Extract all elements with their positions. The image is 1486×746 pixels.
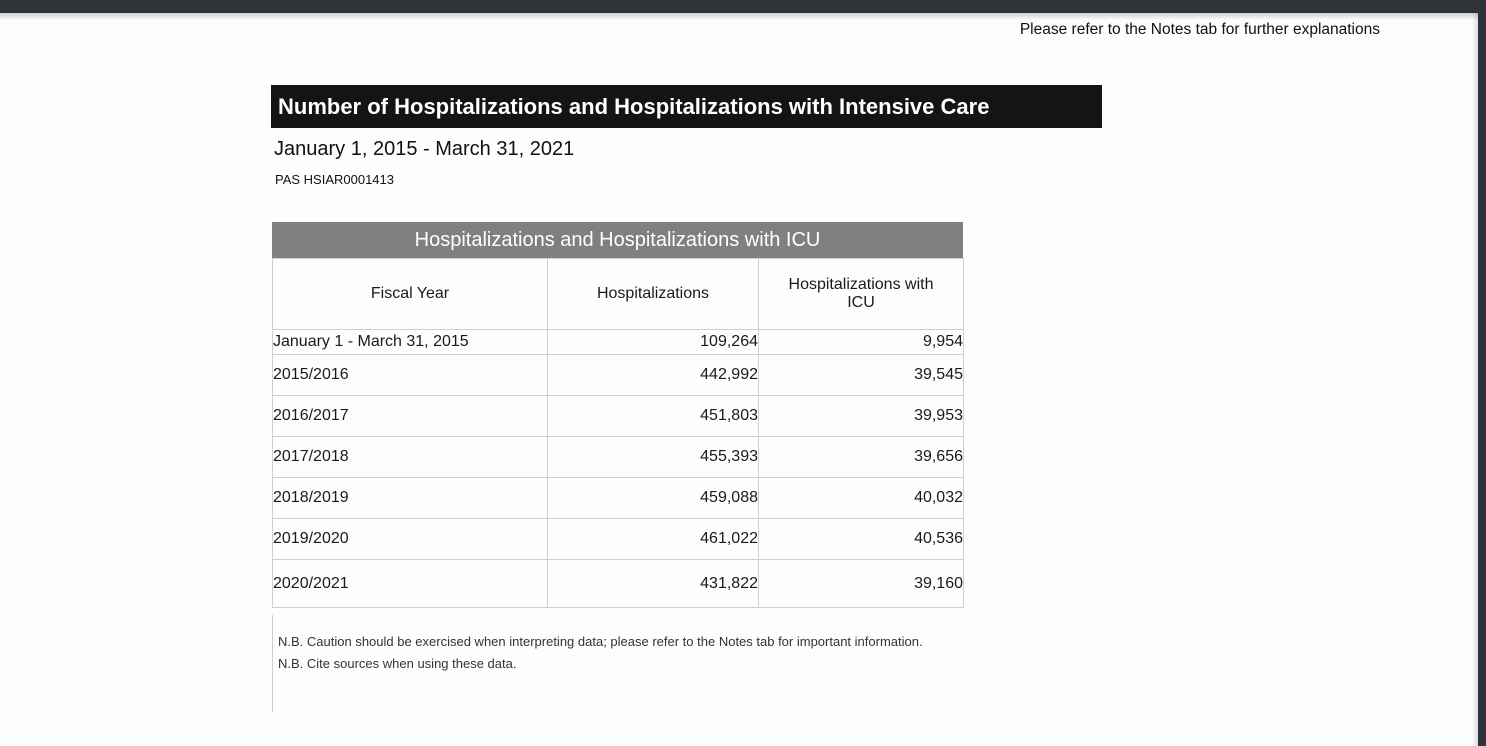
value-cell: 455,393 [547, 436, 759, 478]
fiscal-year-cell: 2015/2016 [272, 354, 548, 396]
table-row: 2019/2020 461,022 40,536 [272, 518, 964, 560]
fiscal-year-cell: 2018/2019 [272, 477, 548, 519]
report-title: Number of Hospitalizations and Hospitali… [271, 85, 1102, 128]
fiscal-year-cell: 2020/2021 [272, 559, 548, 608]
value-cell: 461,022 [547, 518, 759, 560]
fiscal-year-cell: January 1 - March 31, 2015 [272, 329, 548, 355]
value-cell: 39,545 [758, 354, 964, 396]
report-date-range: January 1, 2015 - March 31, 2021 [274, 138, 575, 160]
column-header-fiscal-year: Fiscal Year [272, 258, 548, 330]
window-right-edge [1478, 13, 1486, 746]
fiscal-year-cell: 2016/2017 [272, 395, 548, 437]
value-cell: 9,954 [758, 329, 964, 355]
value-cell: 40,536 [758, 518, 964, 560]
value-cell: 442,992 [547, 354, 759, 396]
notes-tab-hint: Please refer to the Notes tab for furthe… [1019, 21, 1380, 38]
value-cell: 39,953 [758, 395, 964, 437]
value-cell: 39,160 [758, 559, 964, 608]
footnote-cite: N.B. Cite sources when using these data. [278, 656, 517, 671]
table-row: 2018/2019 459,088 40,032 [272, 477, 964, 519]
table-row: 2016/2017 451,803 39,953 [272, 395, 964, 437]
table-row: 2017/2018 455,393 39,656 [272, 436, 964, 478]
table-header-row: Fiscal Year Hospitalizations Hospitaliza… [272, 258, 964, 330]
right-edge-shadow [1472, 13, 1478, 746]
table-row: 2020/2021 431,822 39,160 [272, 559, 964, 608]
value-cell: 431,822 [547, 559, 759, 608]
window-top-bar [0, 0, 1486, 13]
column-header-hospitalizations: Hospitalizations [547, 258, 759, 330]
value-cell: 39,656 [758, 436, 964, 478]
value-cell: 109,264 [547, 329, 759, 355]
table-body: January 1 - March 31, 2015 109,264 9,954 20… [272, 329, 964, 608]
column-header-hospitalizations-icu: Hospitalizations with ICU [758, 258, 964, 330]
footnote-caution: N.B. Caution should be exercised when in… [278, 634, 923, 649]
value-cell: 451,803 [547, 395, 759, 437]
fiscal-year-cell: 2019/2020 [272, 518, 548, 560]
value-cell: 40,032 [758, 477, 964, 519]
table-row: January 1 - March 31, 2015 109,264 9,954 [272, 329, 964, 355]
table-title: Hospitalizations and Hospitalizations wi… [272, 222, 963, 258]
value-cell: 459,088 [547, 477, 759, 519]
footnotes: N.B. Caution should be exercised when in… [272, 615, 964, 712]
fiscal-year-cell: 2017/2018 [272, 436, 548, 478]
report-reference-code: PAS HSIAR0001413 [275, 172, 394, 187]
data-table: Fiscal Year Hospitalizations Hospitaliza… [272, 258, 964, 608]
hospitalizations-table: Hospitalizations and Hospitalizations wi… [272, 222, 964, 608]
table-row: 2015/2016 442,992 39,545 [272, 354, 964, 396]
top-bar-shadow [0, 13, 1486, 20]
